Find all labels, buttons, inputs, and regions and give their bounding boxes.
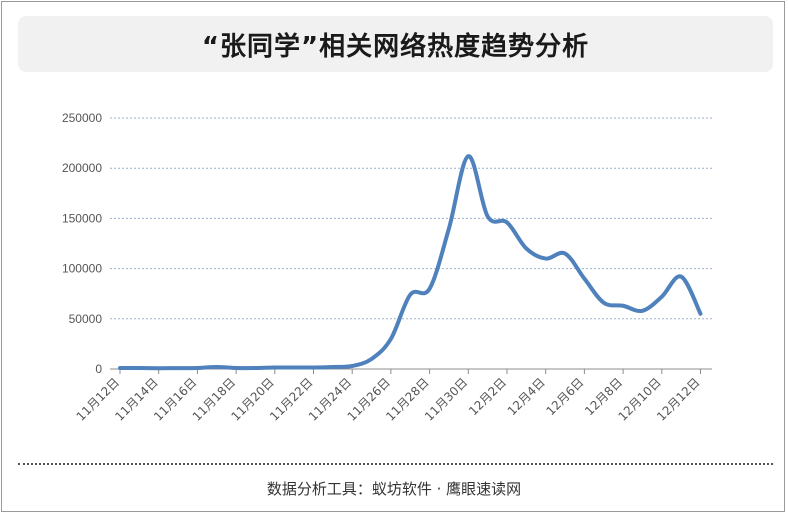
x-tick-label: 12月2日 [466, 375, 509, 418]
series-group [118, 154, 703, 371]
y-tick-label: 150000 [62, 211, 102, 225]
x-tick-label: 12月6日 [543, 375, 586, 418]
y-axis: 0 50000 100000 150000 200000 250000 [62, 111, 102, 376]
y-tick-label: 0 [95, 362, 102, 376]
x-tick-label: 12月12日 [654, 375, 702, 423]
grid-lines [110, 117, 712, 320]
y-tick-label: 200000 [62, 161, 102, 175]
y-tick-label: 100000 [62, 262, 102, 276]
x-tick-label: 11月30日 [422, 375, 470, 423]
chart-title: “张同学”相关网络热度趋势分析 [201, 31, 590, 62]
title-banner: “张同学”相关网络热度趋势分析 [18, 16, 773, 72]
x-axis: 11月12日11月14日11月16日11月18日11月20日11月22日11月2… [74, 368, 712, 424]
line-chart: 0 50000 100000 150000 200000 250000 11月12日11月… [62, 111, 712, 424]
y-tick-label: 250000 [62, 111, 102, 125]
x-tick-label: 12月4日 [505, 375, 548, 418]
footer-divider [18, 463, 773, 465]
series-line [118, 154, 703, 371]
y-tick-label: 50000 [69, 312, 103, 326]
footer-source: 数据分析工具：蚁坊软件 · 鹰眼速读网 [266, 480, 522, 498]
